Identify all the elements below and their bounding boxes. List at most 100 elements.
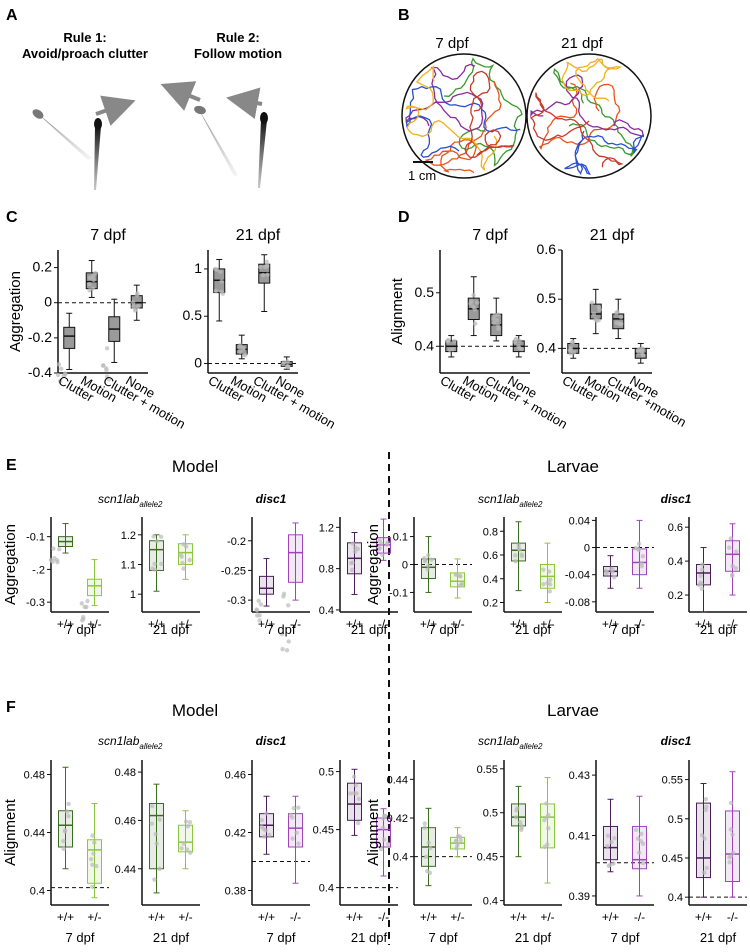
data-point xyxy=(153,831,158,837)
data-point xyxy=(62,372,68,377)
data-point xyxy=(51,546,56,551)
box xyxy=(178,824,193,853)
data-point xyxy=(185,824,191,829)
data-point xyxy=(728,854,734,859)
data-point xyxy=(82,604,87,610)
y-tick-label: 0.44 xyxy=(24,828,45,840)
genotype-label: +/- xyxy=(87,910,101,924)
panel-letter-e: E xyxy=(6,457,17,474)
genotype-label: +/+ xyxy=(148,910,165,924)
y-tick-label: -0.1 xyxy=(389,587,408,599)
y-tick-label: 1.2 xyxy=(319,522,334,534)
data-point xyxy=(515,806,520,811)
data-point xyxy=(633,545,638,551)
data-point xyxy=(238,342,243,348)
data-point xyxy=(459,581,465,586)
data-point xyxy=(492,312,498,318)
y-tick-label: 0.48 xyxy=(24,770,45,782)
box xyxy=(540,803,555,849)
y-tick-label: 0.45 xyxy=(662,853,683,865)
y-tick-label: 0.6 xyxy=(483,550,498,562)
data-point xyxy=(352,545,358,550)
y-tick-label: 0.5 xyxy=(537,290,557,306)
data-point xyxy=(615,309,620,315)
gene-label-scn1lab: scn1laballele2 xyxy=(98,734,163,751)
data-point xyxy=(61,838,66,844)
panel-b: 7 dpf 21 dpf 1 cm xyxy=(401,35,652,183)
y-tick-label: -0.2 xyxy=(227,536,246,548)
data-point xyxy=(474,300,480,305)
data-point xyxy=(104,346,110,351)
data-point xyxy=(468,301,473,306)
age-label: 7 dpf xyxy=(611,622,640,637)
age-label: 7 dpf xyxy=(66,930,95,945)
tracks-7dpf xyxy=(405,57,523,174)
y-tick-label: 0.41 xyxy=(569,831,590,843)
y-tick-label: -0.3 xyxy=(227,595,246,607)
age-label: 21 dpf xyxy=(700,930,737,945)
genotype-label: +/+ xyxy=(510,617,527,631)
genotype-label: +/- xyxy=(450,910,464,924)
y-tick-label: 0.38 xyxy=(225,886,246,898)
c-0: -0.4-0.200.27 dpfAggregationClutterMotio… xyxy=(7,227,188,432)
data-point xyxy=(150,803,155,809)
genotype-label: +/+ xyxy=(57,910,74,924)
rule2-text: Follow motion xyxy=(194,46,282,61)
box xyxy=(259,575,274,595)
data-point xyxy=(281,594,286,599)
data-point xyxy=(286,639,291,644)
genotype-label: +/+ xyxy=(602,910,619,924)
genotype-label: +/- xyxy=(178,910,192,924)
data-point xyxy=(351,774,357,779)
data-point xyxy=(348,791,353,796)
data-point xyxy=(351,790,357,796)
data-point xyxy=(101,363,106,368)
data-point xyxy=(697,582,702,588)
genotype-label: +/+ xyxy=(510,910,527,924)
fish-gray-icon xyxy=(32,109,92,160)
age-label: 7 dpf xyxy=(66,622,95,637)
data-point xyxy=(455,843,460,848)
data-point xyxy=(188,850,193,855)
data-point xyxy=(546,569,552,574)
genotype-label: +/+ xyxy=(602,617,619,631)
data-point xyxy=(90,833,95,838)
box xyxy=(87,578,102,597)
age-label: 7 dpf xyxy=(611,930,640,945)
genotype-label: +/+ xyxy=(258,910,275,924)
genotype-label: -/- xyxy=(378,910,389,924)
genotype-label: -/- xyxy=(727,910,738,924)
subplot-title: 21 dpf xyxy=(236,227,281,244)
data-point xyxy=(264,259,269,264)
y-tick-label: 0 xyxy=(44,294,52,310)
data-point xyxy=(353,783,358,788)
genotype-label: +/+ xyxy=(420,910,437,924)
data-point xyxy=(154,841,159,846)
data-point xyxy=(568,351,573,356)
data-point xyxy=(154,539,160,544)
box xyxy=(149,540,164,571)
fish-black-icon xyxy=(258,112,268,188)
genotype-label: +/- xyxy=(540,617,554,631)
data-point xyxy=(445,337,451,343)
subplot-title: 7 dpf xyxy=(472,227,508,244)
data-point xyxy=(728,800,734,806)
data-point xyxy=(611,861,616,866)
y-axis-label: Aggregation xyxy=(365,524,382,605)
genotype-label: +/+ xyxy=(258,617,275,631)
f-plot-6: 0.43 0.41 0.39 +/+ -/- 7 dpf xyxy=(569,760,654,945)
data-point xyxy=(381,837,387,842)
age-label: 21 dpf xyxy=(515,622,552,637)
data-point xyxy=(728,536,733,541)
data-point xyxy=(349,567,355,572)
data-point xyxy=(355,820,361,826)
fish-trajectory xyxy=(443,57,523,167)
data-point xyxy=(135,304,141,309)
fish-trajectory xyxy=(424,80,502,174)
genotype-label: -/- xyxy=(378,617,389,631)
y-tick-label: -.2 xyxy=(32,564,45,576)
data-point xyxy=(384,542,390,547)
data-point xyxy=(699,562,705,567)
data-point xyxy=(380,552,385,558)
data-point xyxy=(56,362,62,367)
